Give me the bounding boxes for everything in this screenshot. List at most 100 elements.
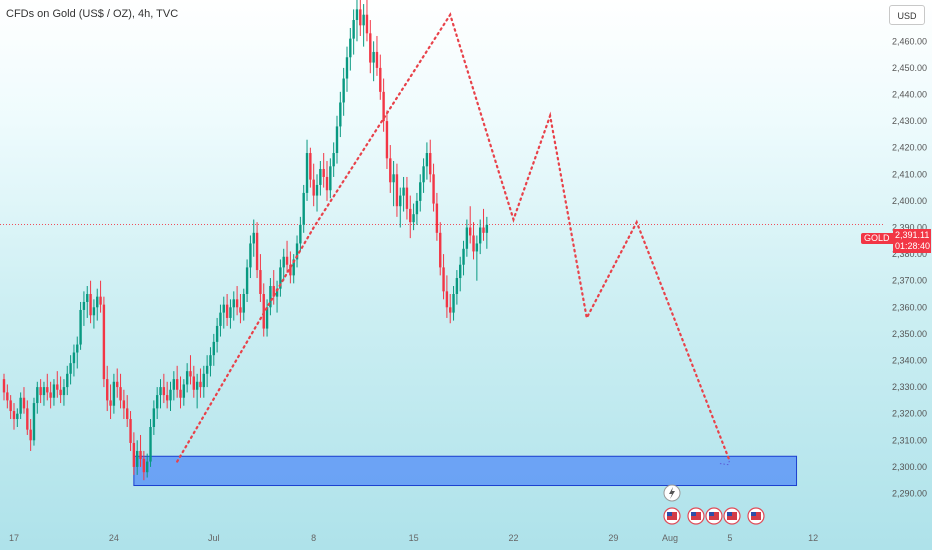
candle-body xyxy=(82,301,86,310)
candle-body xyxy=(96,296,99,308)
candle-body xyxy=(145,461,149,473)
last-price-value: 2,391.11 xyxy=(895,230,930,240)
candle-body xyxy=(269,286,272,308)
x-tick-label: 15 xyxy=(409,533,419,543)
x-tick-label: 5 xyxy=(727,533,732,543)
y-tick-label: 2,320.00 xyxy=(892,409,927,419)
candle-body xyxy=(209,355,212,366)
candle-body xyxy=(162,387,166,396)
candle-body xyxy=(19,397,22,414)
candle-body xyxy=(189,371,192,377)
candle-body xyxy=(52,384,56,398)
flag-canton xyxy=(667,512,672,516)
candle-body xyxy=(375,51,379,68)
candle-body xyxy=(292,259,295,276)
candle-body xyxy=(435,203,439,233)
candle-body xyxy=(6,392,9,401)
candle-body xyxy=(302,192,305,225)
x-tick-label: 8 xyxy=(311,533,316,543)
candle-body xyxy=(478,227,482,244)
candle-body xyxy=(49,392,52,398)
candle-body xyxy=(9,400,12,412)
candle-body xyxy=(29,429,32,441)
y-tick-label: 2,290.00 xyxy=(892,489,927,499)
candle-body xyxy=(405,187,409,209)
candle-body xyxy=(175,379,179,390)
candle-body xyxy=(155,395,159,409)
candle-body xyxy=(409,208,412,223)
candle-body xyxy=(322,168,325,177)
candle-body xyxy=(335,126,339,154)
candle-body xyxy=(295,243,299,260)
bar-countdown: 01:28:40 xyxy=(895,241,931,251)
candle-body xyxy=(142,458,146,473)
candle-body xyxy=(342,78,345,103)
candle-body xyxy=(445,291,449,308)
candle-body xyxy=(485,224,489,233)
candle-body xyxy=(99,296,102,305)
y-tick-label: 2,440.00 xyxy=(892,90,927,100)
candle-body xyxy=(136,450,139,467)
candle-body xyxy=(169,389,172,401)
candle-body xyxy=(459,264,462,279)
candle-body xyxy=(46,387,49,393)
candle-body xyxy=(399,195,402,207)
candle-body xyxy=(112,381,116,406)
y-tick-label: 2,380.00 xyxy=(892,249,927,259)
candle-body xyxy=(76,344,79,353)
candle-body xyxy=(205,365,209,374)
candle-body xyxy=(415,200,419,215)
candle-body xyxy=(449,307,452,313)
candle-body xyxy=(469,227,472,236)
candle-body xyxy=(172,379,176,390)
candle-body xyxy=(225,304,229,318)
y-tick-label: 2,370.00 xyxy=(892,276,927,286)
flag-canton xyxy=(709,512,714,516)
candle-body xyxy=(26,408,29,430)
candle-body xyxy=(332,153,335,167)
candle-body xyxy=(452,294,455,313)
candle-body xyxy=(265,307,269,329)
currency-button[interactable]: USD xyxy=(889,5,925,25)
candle-body xyxy=(149,427,152,462)
candle-body xyxy=(2,379,6,393)
y-tick-label: 2,350.00 xyxy=(892,329,927,339)
chart-title: CFDs on Gold (US$ / OZ), 4h, TVC xyxy=(6,8,179,20)
candle-body xyxy=(229,307,232,318)
y-tick-label: 2,300.00 xyxy=(892,462,927,472)
candle-body xyxy=(56,384,59,390)
candle-body xyxy=(42,387,46,396)
x-tick-label: 24 xyxy=(109,533,119,543)
candle-body xyxy=(285,256,289,265)
candle-body xyxy=(202,373,205,388)
candle-body xyxy=(252,232,255,244)
candle-body xyxy=(219,312,222,326)
candle-body xyxy=(242,294,245,313)
candle-body xyxy=(365,14,369,34)
candle-body xyxy=(22,397,26,409)
candle-body xyxy=(379,67,382,92)
candle-body xyxy=(282,256,285,268)
candle-body xyxy=(349,38,352,58)
candle-body xyxy=(195,381,199,390)
candle-body xyxy=(325,176,329,191)
projection-path xyxy=(176,12,732,463)
candle-body xyxy=(109,400,112,406)
flag-canton xyxy=(727,512,732,516)
candle-body xyxy=(239,307,242,313)
candle-body xyxy=(362,14,365,26)
candle-body xyxy=(372,51,375,63)
x-tick-label: 29 xyxy=(608,533,618,543)
candle-body xyxy=(116,381,119,388)
candle-body xyxy=(89,294,92,316)
symbol-tag: GOLD xyxy=(861,233,893,244)
candle-body xyxy=(36,387,39,404)
candle-body xyxy=(339,102,342,127)
y-tick-label: 2,330.00 xyxy=(892,382,927,392)
candle-body xyxy=(275,288,279,297)
lightning-glyph xyxy=(669,487,675,499)
candle-body xyxy=(212,341,215,356)
candle-body xyxy=(432,174,435,204)
target-marker xyxy=(719,459,731,466)
